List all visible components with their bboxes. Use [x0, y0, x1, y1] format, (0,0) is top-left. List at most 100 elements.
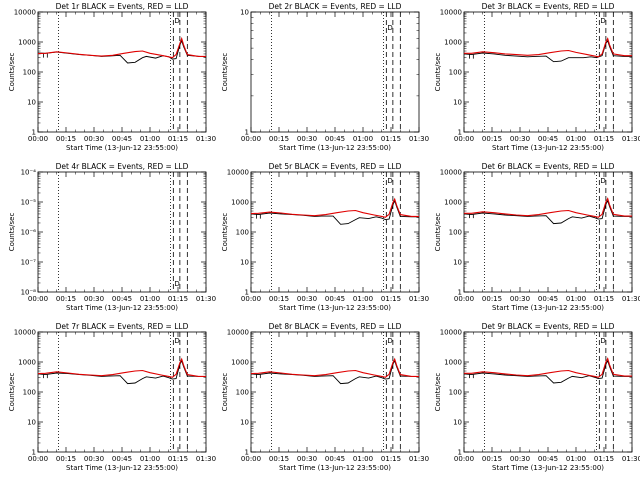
x-tick-label: 00:45: [538, 135, 558, 143]
x-tick-label: 00:45: [112, 295, 132, 303]
marker-label: D: [387, 24, 392, 32]
y-tick-label: 100: [236, 229, 249, 237]
events-series-line: [463, 199, 632, 225]
x-tick-label: 00:15: [482, 135, 502, 143]
y-tick-label: 100: [449, 69, 462, 77]
y-tick-label: 100: [23, 389, 36, 397]
x-tick-label: 01:30: [409, 135, 429, 143]
chart-title: Det 2r BLACK = Events, RED = LLD: [269, 2, 402, 11]
chart-panel-2: Det 2r BLACK = Events, RED = LLD 1 10 00:00…: [221, 2, 429, 152]
y-tick-label: 10: [240, 259, 249, 267]
y-tick-label: 1: [245, 289, 249, 297]
plot-frame: [463, 171, 633, 293]
x-tick-label: 01:00: [353, 455, 373, 463]
y-tick-label: 1: [458, 129, 462, 137]
marker-label: D: [174, 280, 179, 288]
lld-series-line: [37, 36, 206, 59]
x-tick-label: 00:30: [297, 135, 317, 143]
y-tick-label: 1: [245, 129, 249, 137]
chart-title: Det 9r BLACK = Events, RED = LLD: [482, 322, 615, 331]
y-tick-label: 10: [453, 419, 462, 427]
marker-label: D: [600, 177, 605, 185]
x-axis-label: Start Time (13-Jun-12 23:55:00): [492, 144, 604, 152]
x-tick-label: 01:00: [140, 135, 160, 143]
y-axis-label: Counts/sec: [434, 213, 442, 252]
x-tick-label: 00:45: [325, 135, 345, 143]
x-tick-label: 00:30: [84, 455, 104, 463]
y-axis-label: Counts/sec: [221, 53, 229, 92]
y-tick-label: 10000: [14, 9, 36, 17]
x-tick-label: 00:00: [454, 135, 474, 143]
x-tick-label: 01:15: [381, 295, 401, 303]
x-tick-label: 01:15: [381, 135, 401, 143]
y-tick-label: 1: [245, 449, 249, 457]
y-tick-label: 10000: [440, 329, 462, 337]
chart-title: Det 5r BLACK = Events, RED = LLD: [269, 162, 402, 171]
y-tick-label: 1000: [444, 199, 462, 207]
y-axis-label: Counts/sec: [8, 213, 16, 252]
x-tick-label: 00:30: [510, 295, 530, 303]
events-gap-marker: [469, 374, 474, 379]
x-tick-label: 01:00: [566, 135, 586, 143]
y-tick-label: 1: [32, 449, 36, 457]
x-tick-label: 00:15: [269, 455, 289, 463]
x-tick-label: 01:00: [566, 295, 586, 303]
events-gap-marker: [43, 53, 48, 58]
x-tick-label: 01:15: [168, 455, 188, 463]
y-axis-label: Counts/sec: [221, 373, 229, 412]
x-tick-label: 00:15: [482, 295, 502, 303]
x-axis-label: Start Time (13-Jun-12 23:55:00): [279, 464, 391, 472]
x-tick-label: 01:00: [353, 135, 373, 143]
y-tick-label: 1000: [18, 39, 36, 47]
x-tick-label: 00:45: [538, 455, 558, 463]
events-gap-marker: [256, 214, 261, 219]
x-tick-label: 00:30: [297, 295, 317, 303]
y-tick-label: 100: [449, 229, 462, 237]
x-tick-label: 00:00: [241, 135, 261, 143]
x-tick-label: 00:00: [28, 135, 48, 143]
chart-title: Det 6r BLACK = Events, RED = LLD: [482, 162, 615, 171]
x-tick-label: 01:15: [381, 455, 401, 463]
x-tick-label: 00:00: [28, 455, 48, 463]
y-axis-label: Counts/sec: [8, 373, 16, 412]
x-tick-label: 01:00: [353, 295, 373, 303]
x-tick-label: 00:30: [510, 455, 530, 463]
x-tick-label: 01:15: [594, 135, 614, 143]
marker-label: D: [600, 337, 605, 345]
x-tick-label: 00:15: [269, 135, 289, 143]
x-axis-label: Start Time (13-Jun-12 23:55:00): [492, 304, 604, 312]
x-tick-label: 00:15: [56, 135, 76, 143]
y-tick-label: 100: [23, 69, 36, 77]
y-tick-label: 10⁻⁸: [21, 289, 37, 297]
x-tick-label: 00:45: [325, 295, 345, 303]
marker-label: D: [387, 177, 392, 185]
x-tick-label: 01:30: [622, 295, 640, 303]
lld-series-line: [37, 357, 206, 378]
x-tick-label: 00:15: [482, 455, 502, 463]
x-tick-label: 01:30: [622, 135, 640, 143]
events-series-line: [37, 39, 207, 64]
y-tick-label: 10⁻⁶: [21, 229, 37, 237]
x-tick-label: 00:15: [269, 295, 289, 303]
events-series-line: [463, 359, 632, 384]
x-tick-label: 01:15: [168, 295, 188, 303]
events-gap-marker: [469, 54, 474, 59]
x-axis-label: Start Time (13-Jun-12 23:55:00): [492, 464, 604, 472]
y-axis-label: Counts/sec: [434, 53, 442, 92]
x-tick-label: 01:30: [409, 455, 429, 463]
plot-frame: [250, 171, 420, 293]
y-axis-label: Counts/sec: [434, 373, 442, 412]
plot-frame: [37, 331, 207, 453]
x-tick-label: 00:45: [112, 455, 132, 463]
lld-series-line: [464, 357, 632, 378]
x-tick-label: 00:45: [112, 135, 132, 143]
x-tick-label: 01:30: [196, 135, 216, 143]
y-tick-label: 10000: [440, 9, 462, 17]
x-tick-label: 00:00: [241, 455, 261, 463]
y-axis-label: Counts/sec: [8, 53, 16, 92]
y-tick-label: 100: [236, 389, 249, 397]
x-tick-label: 01:15: [594, 295, 614, 303]
chart-panel-8: Det 8r BLACK = Events, RED = LLD 1 10 100 10…: [221, 322, 429, 472]
x-tick-label: 01:30: [196, 295, 216, 303]
